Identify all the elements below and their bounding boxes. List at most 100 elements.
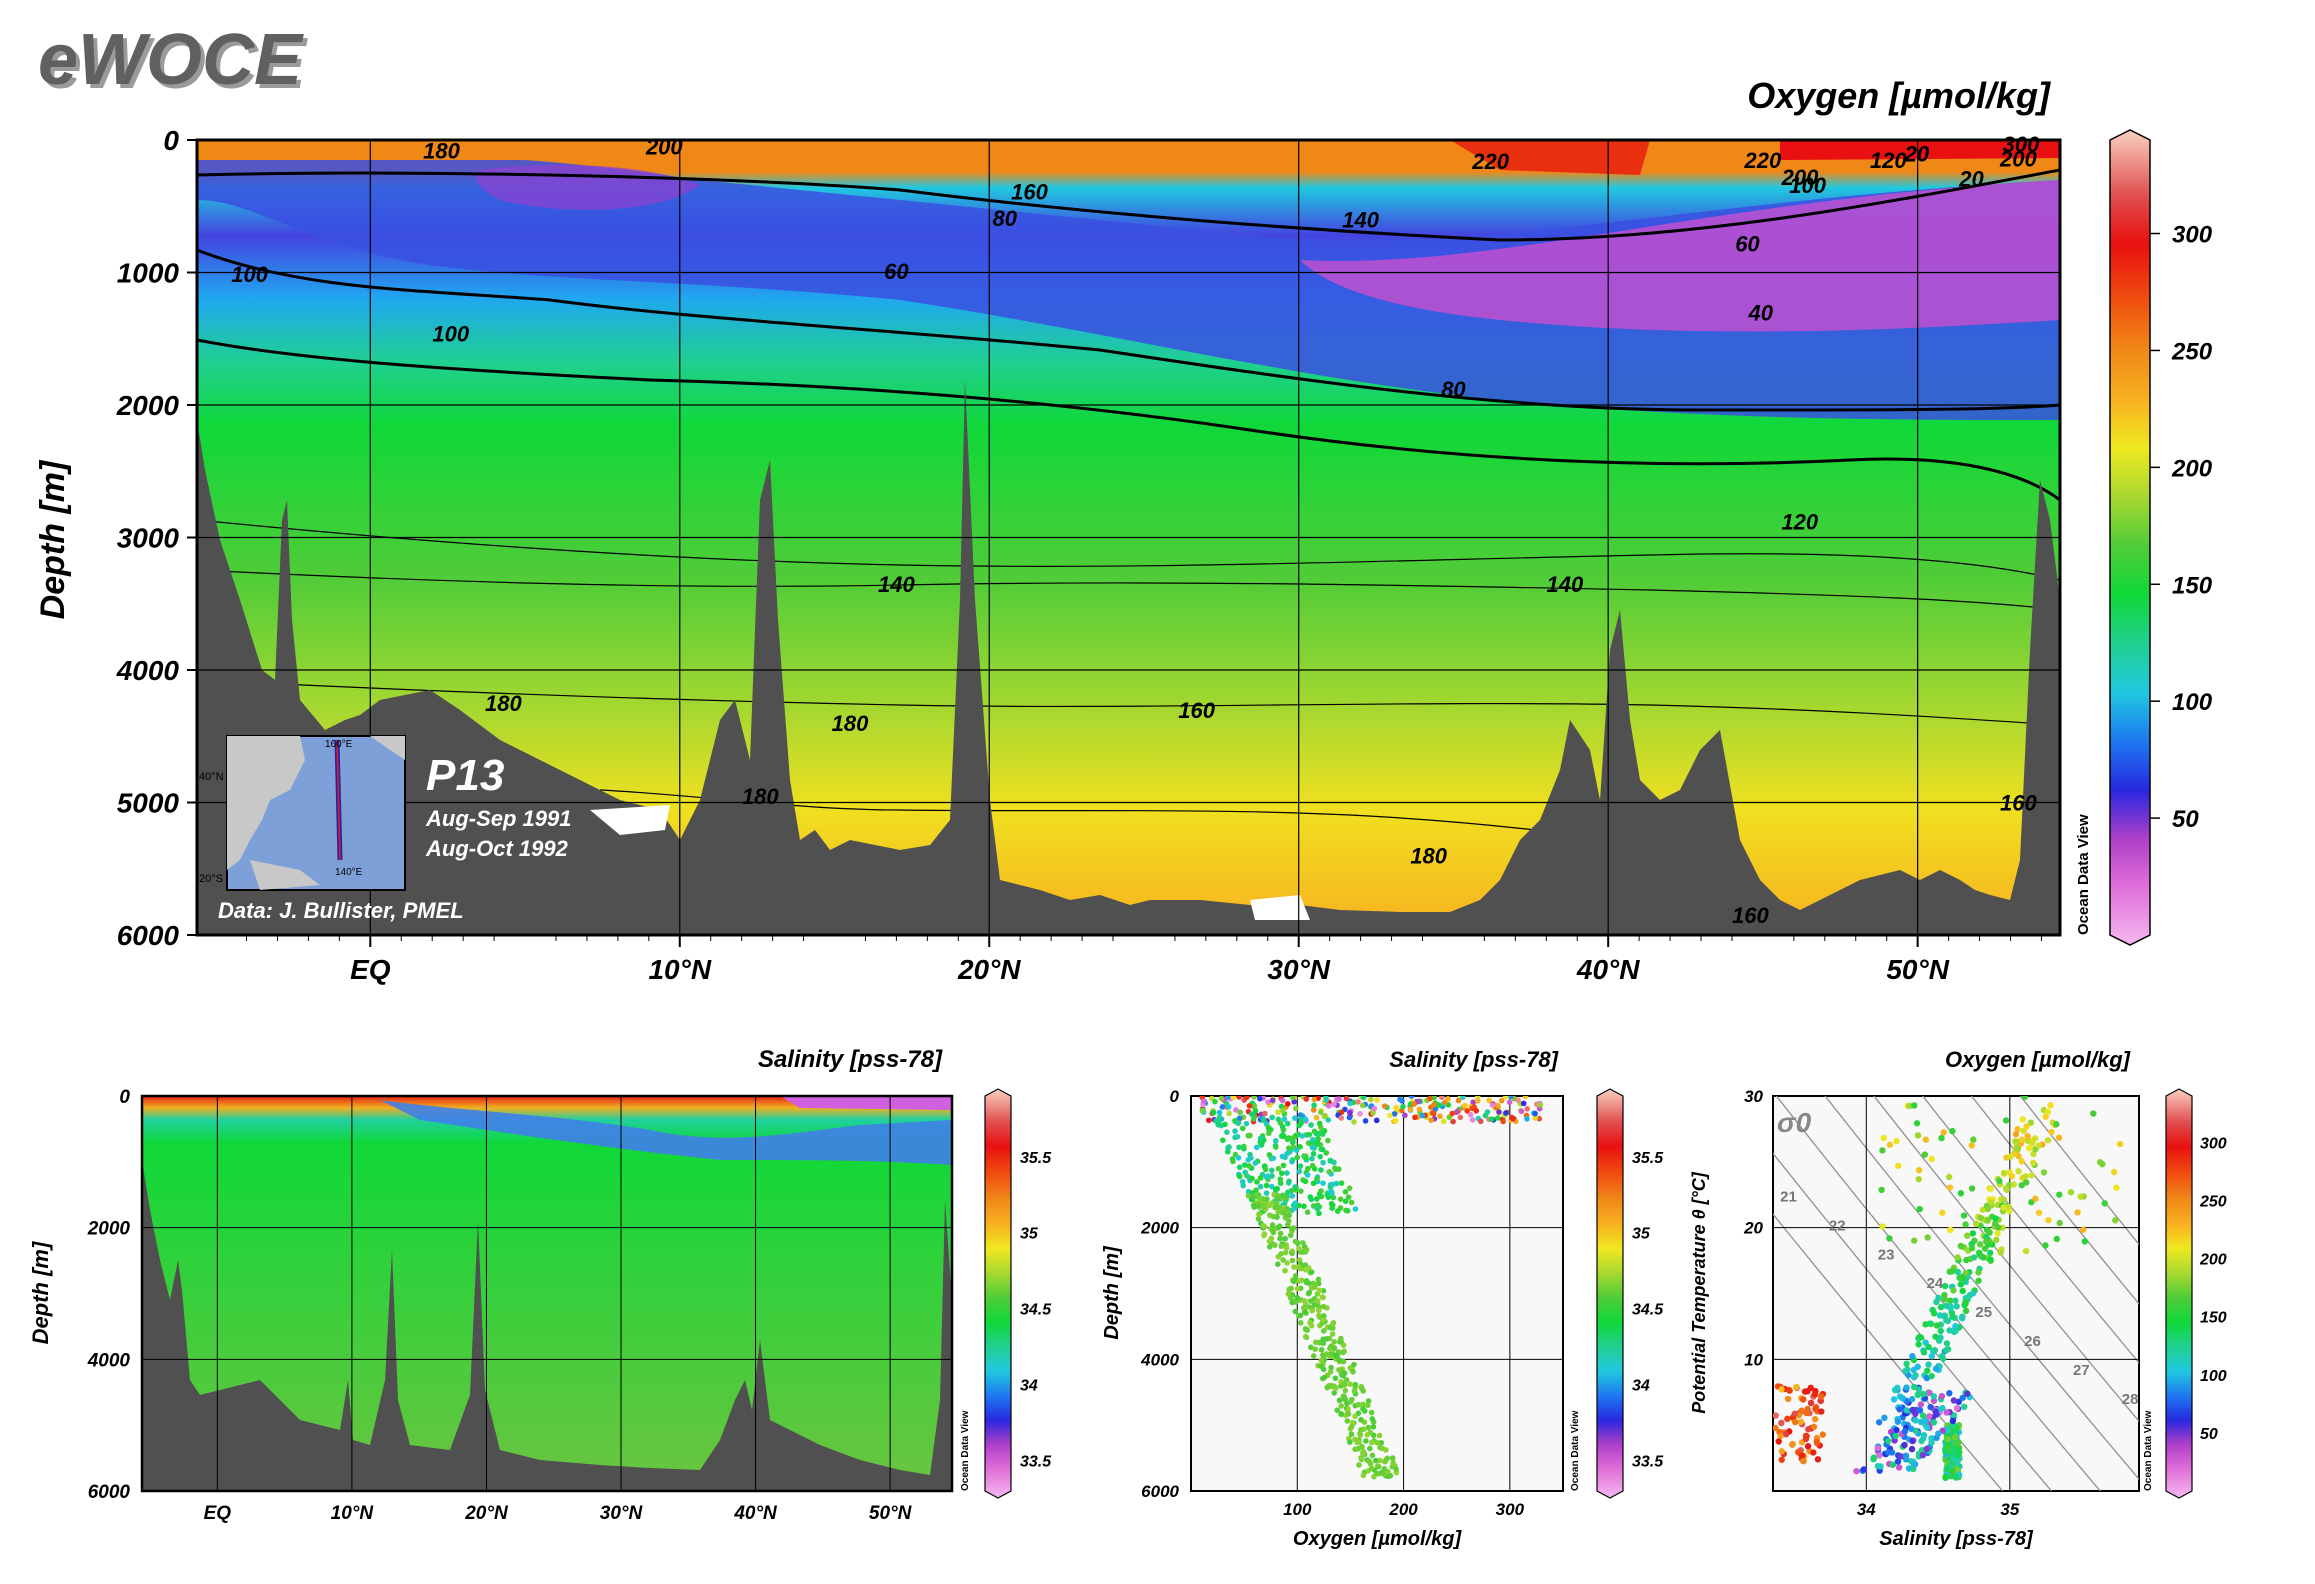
profile-point xyxy=(1299,1133,1306,1139)
profile-point xyxy=(1342,1198,1349,1205)
x-tick-label: 10°N xyxy=(331,1503,375,1524)
no-data-gap xyxy=(1250,895,1310,920)
x-tick-label: EQ xyxy=(204,1503,232,1524)
colorbar-tick-label: 33.5 xyxy=(1020,1454,1052,1471)
ts-point xyxy=(2035,1142,2042,1149)
ts-point xyxy=(1975,1277,1982,1284)
colorbar-tick-label: 200 xyxy=(2199,1252,2227,1269)
ts-point xyxy=(2042,1242,2049,1249)
profile-point xyxy=(1271,1191,1278,1198)
contour-line xyxy=(197,338,2060,502)
profile-point xyxy=(1378,1439,1385,1446)
inset-map-land xyxy=(227,736,305,870)
profile-point xyxy=(1494,1102,1501,1109)
profile-point xyxy=(1210,1109,1217,1116)
profile-point xyxy=(1292,1238,1299,1245)
colorbar-gradient xyxy=(2165,1088,2193,1499)
oxygen-surface-subpolar xyxy=(1780,140,2060,160)
profile-point xyxy=(1257,1183,1264,1190)
profile-point xyxy=(1327,1158,1334,1164)
profile-point xyxy=(1302,1178,1309,1185)
profile-point xyxy=(1236,1164,1243,1171)
ts-point xyxy=(1917,1334,1925,1341)
ts-point xyxy=(1875,1419,1883,1426)
profile-point xyxy=(1344,1400,1350,1407)
profile-point xyxy=(1446,1114,1453,1121)
ts-point xyxy=(1947,1226,1954,1234)
ts-point xyxy=(1902,1367,1909,1375)
ts-point xyxy=(1773,1412,1779,1419)
contour-label: 160 xyxy=(2000,791,2037,816)
ts-point xyxy=(1943,1409,1950,1416)
profile-point xyxy=(1314,1196,1320,1202)
profile-point xyxy=(1272,1204,1278,1211)
contour-label: 160 xyxy=(1178,698,1215,723)
profile-point xyxy=(1278,1170,1285,1177)
odv-label: Ocean Data View xyxy=(2143,1410,2154,1491)
ts-point xyxy=(1960,1403,1968,1411)
contour-label: 180 xyxy=(742,784,779,809)
ts-point xyxy=(1952,1446,1959,1453)
profile-point xyxy=(1473,1108,1480,1114)
profile-point xyxy=(1428,1117,1435,1123)
y-tick-label: 2000 xyxy=(116,390,180,421)
ts-point xyxy=(2081,1238,2089,1245)
ts-point xyxy=(1935,1294,1942,1302)
ts-point xyxy=(1972,1220,1980,1227)
ts-point xyxy=(1877,1463,1884,1470)
ts-point xyxy=(1984,1216,1991,1224)
profile-point xyxy=(1216,1114,1223,1121)
profile-point xyxy=(1265,1173,1271,1179)
ts-diagram-y-ticks: 10 20 30 xyxy=(1743,1087,1763,1369)
profile-point xyxy=(1358,1416,1364,1423)
profile-point xyxy=(1280,1257,1286,1263)
ts-point xyxy=(1914,1363,1921,1370)
profile-point xyxy=(1290,1135,1297,1141)
profile-point xyxy=(1360,1450,1366,1456)
ts-point xyxy=(1915,1176,1922,1183)
profile-point xyxy=(1379,1469,1385,1476)
profile-point xyxy=(1307,1319,1313,1326)
ts-point xyxy=(2067,1189,2075,1196)
ts-point xyxy=(1941,1312,1949,1319)
profile-point xyxy=(1241,1143,1247,1150)
colorbar-tick-label: 50 xyxy=(2172,806,2199,833)
profile-point xyxy=(1296,1245,1302,1252)
y-tick-label: 5000 xyxy=(117,788,180,819)
ts-point xyxy=(1963,1232,1971,1239)
profile-point xyxy=(1303,1246,1310,1253)
colorbar-tick-label: 150 xyxy=(2200,1310,2227,1327)
ts-point xyxy=(1919,1390,1927,1398)
profile-point xyxy=(1345,1406,1351,1412)
profile-point xyxy=(1467,1111,1474,1118)
profile-point xyxy=(1224,1148,1231,1155)
profile-point xyxy=(1235,1155,1242,1161)
profile-point xyxy=(1257,1175,1264,1181)
profile-point xyxy=(1307,1194,1314,1200)
profile-point xyxy=(1363,1438,1369,1444)
profile-point xyxy=(1282,1267,1288,1274)
profile-point xyxy=(1371,1105,1378,1112)
ts-point xyxy=(2002,1117,2010,1124)
x-tick-label: 50°N xyxy=(869,1503,913,1524)
profile-point xyxy=(1332,1165,1338,1171)
ts-point xyxy=(1935,1430,1942,1437)
ts-point xyxy=(1987,1249,1994,1257)
isopycnal-lines xyxy=(1773,1096,2139,1491)
profile-point xyxy=(1224,1129,1230,1136)
inset-label-140e: 140°E xyxy=(335,867,363,878)
colorbar-tick-label: 33.5 xyxy=(1632,1454,1664,1471)
salinity-seafloor xyxy=(142,1160,952,1491)
profile-point xyxy=(1347,1439,1353,1445)
isopycnal-line xyxy=(1921,1096,2139,1364)
ts-point xyxy=(1953,1405,1961,1412)
data-credit: Data: J. Bullister, PMEL xyxy=(218,898,464,923)
ts-point xyxy=(2029,1159,2037,1167)
oxygen-profile-x-ticks: 100 200 300 xyxy=(1283,1500,1524,1519)
contour-label: 140 xyxy=(1342,208,1379,233)
profile-point xyxy=(1331,1345,1338,1351)
profile-point xyxy=(1415,1098,1422,1105)
ts-point xyxy=(1928,1352,1935,1360)
contour-label: 180 xyxy=(832,711,869,736)
x-tick-label: 20°N xyxy=(957,954,1021,985)
